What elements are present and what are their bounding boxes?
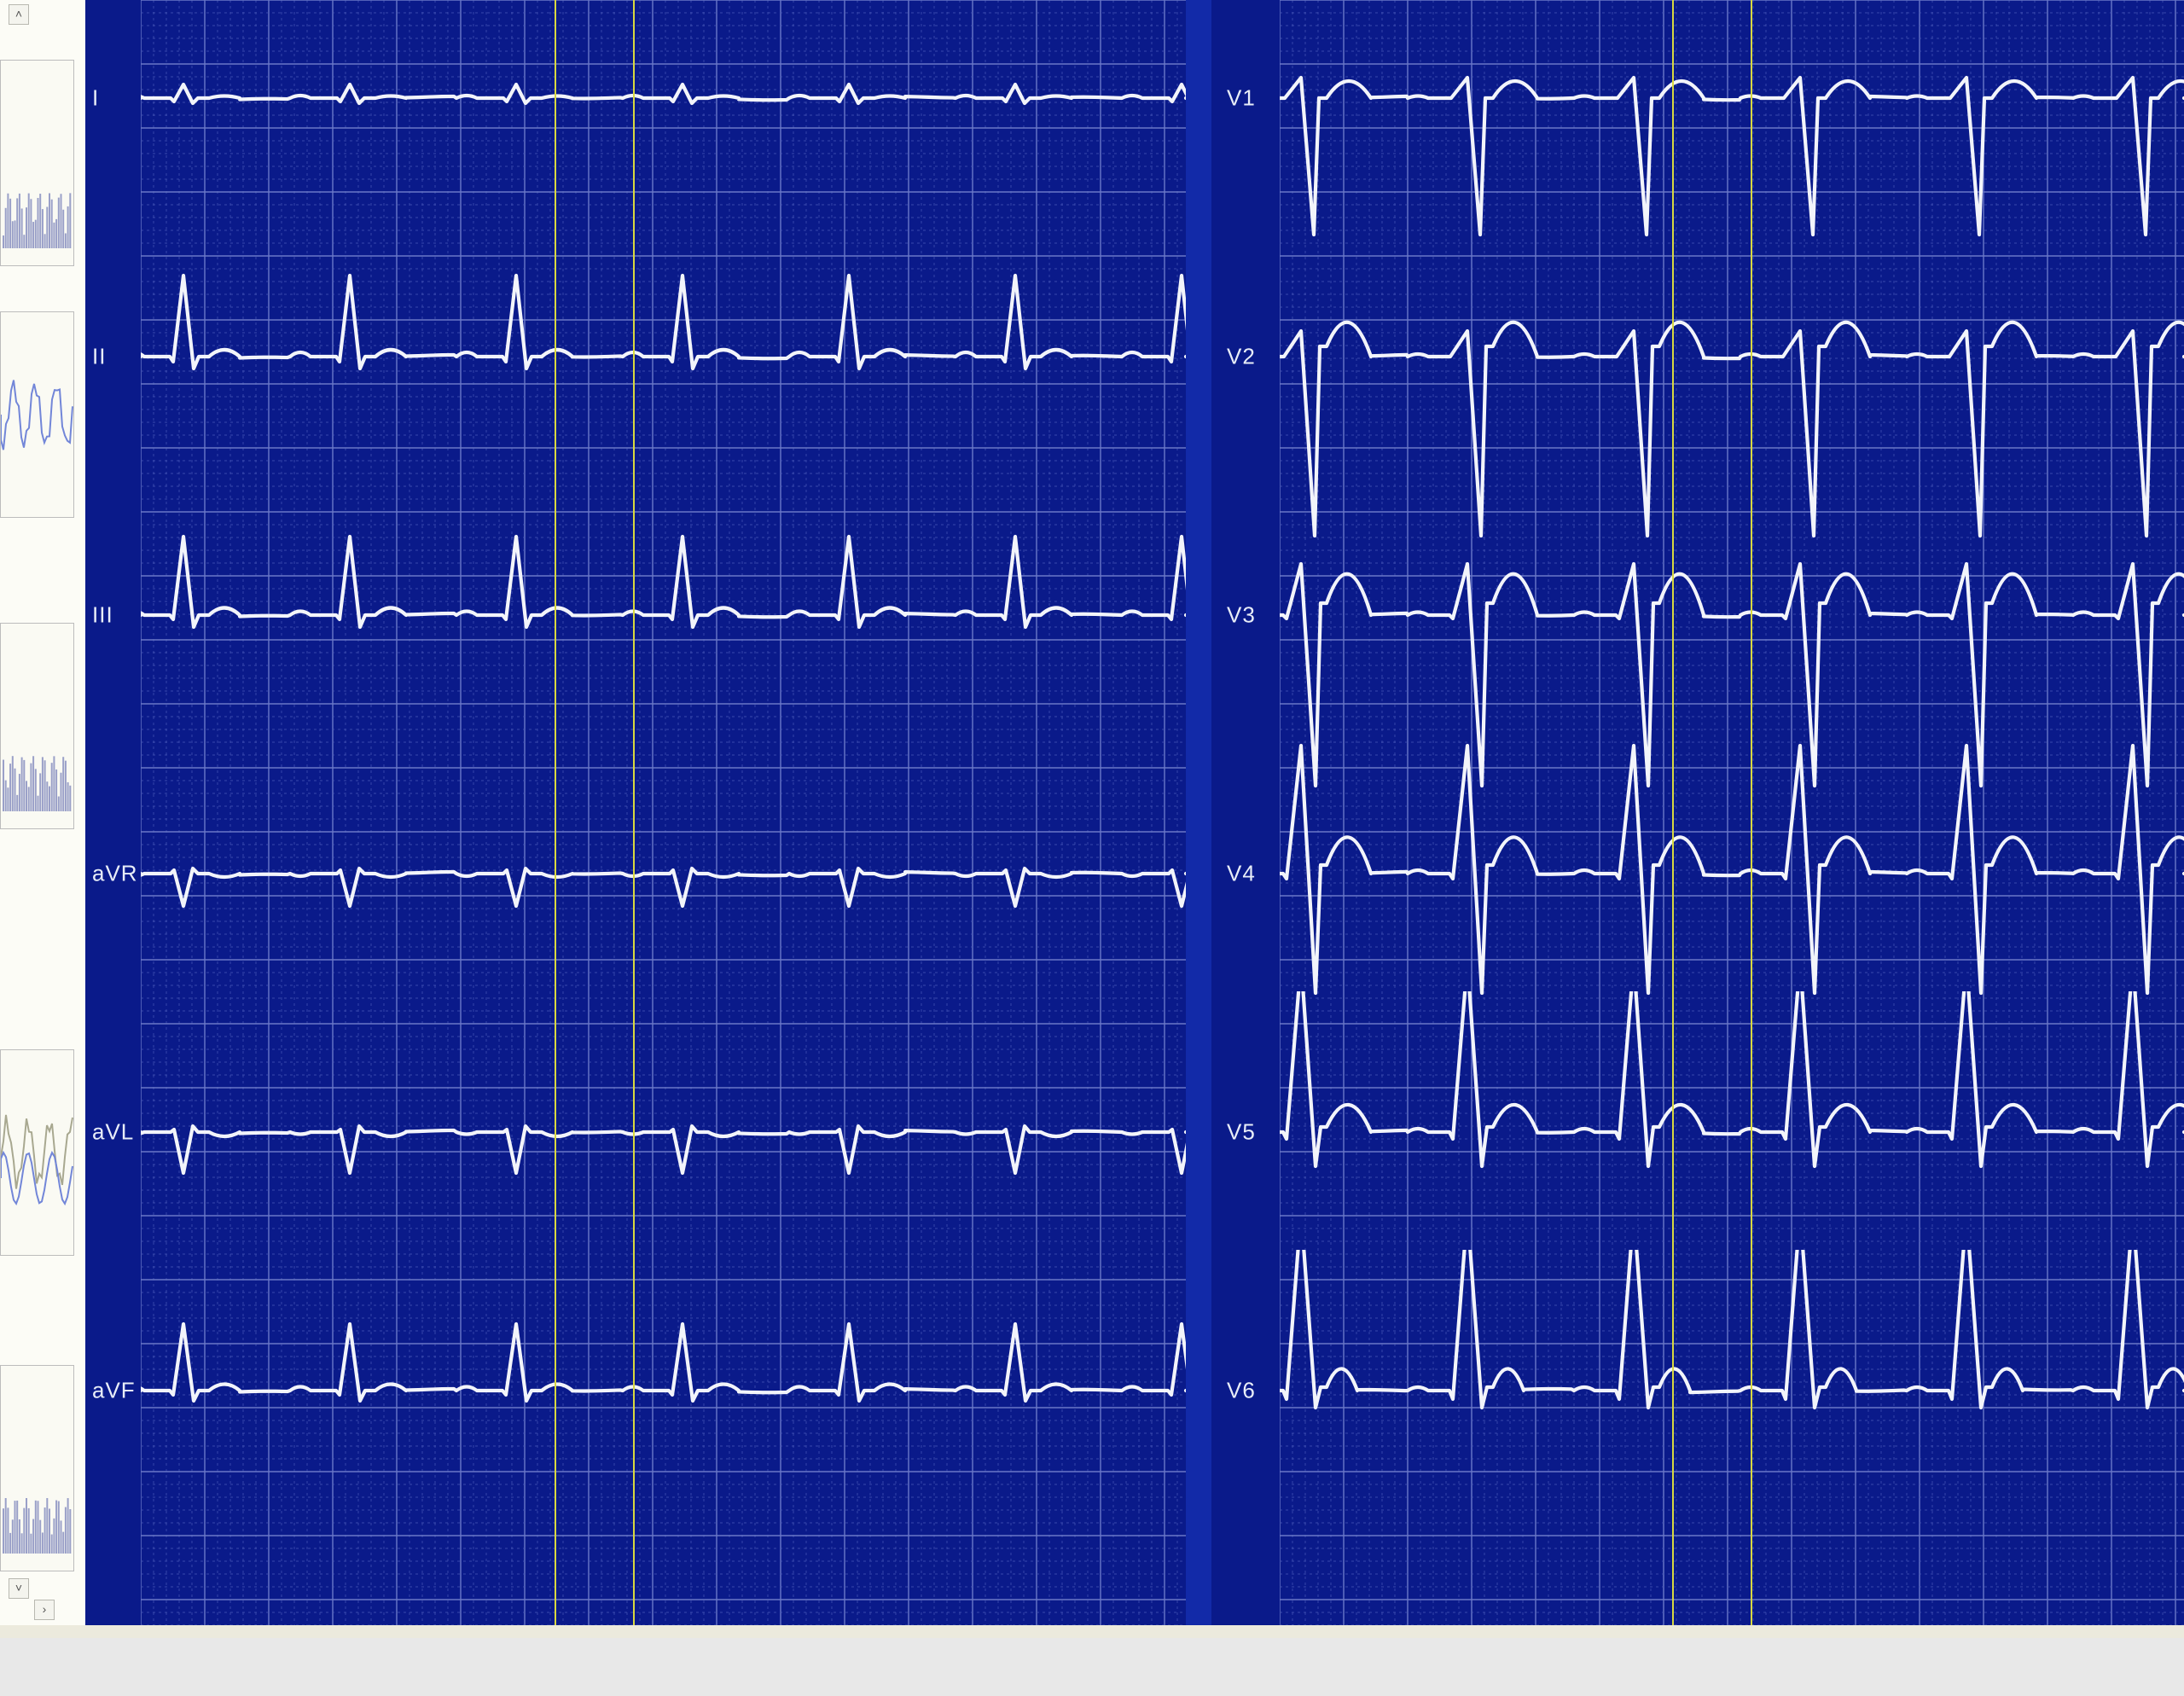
mini-preview-3[interactable] [0,1049,74,1256]
scroll-right-button[interactable]: › [34,1600,55,1620]
lead-label-II: II [92,344,106,370]
bottom-bar [0,1625,2184,1638]
lead-label-aVL: aVL [92,1119,134,1146]
lead-label-V3: V3 [1227,602,1256,629]
selection-marker-0[interactable] [555,0,635,1625]
lead-label-V1: V1 [1227,85,1256,112]
mini-preview-2[interactable] [0,623,74,829]
mini-preview-0[interactable] [0,60,74,266]
scroll-down-button[interactable]: ˅ [9,1578,29,1599]
selection-marker-1[interactable] [1672,0,1752,1625]
lead-label-V4: V4 [1227,861,1256,887]
lead-label-aVR: aVR [92,861,138,887]
scroll-up-button[interactable]: ˄ [9,4,29,25]
lead-label-III: III [92,602,113,629]
lead-label-V5: V5 [1227,1119,1256,1146]
mini-preview-1[interactable] [0,311,74,518]
grid-left [141,0,1186,1625]
lead-label-I: I [92,85,99,112]
gap-bg [1186,0,1211,1625]
lead-label-V6: V6 [1227,1378,1256,1404]
sidebar: ˄ ˅ › [0,0,85,1638]
lead-label-V2: V2 [1227,344,1256,370]
lead-label-aVF: aVF [92,1378,136,1404]
mini-preview-4[interactable] [0,1365,74,1571]
